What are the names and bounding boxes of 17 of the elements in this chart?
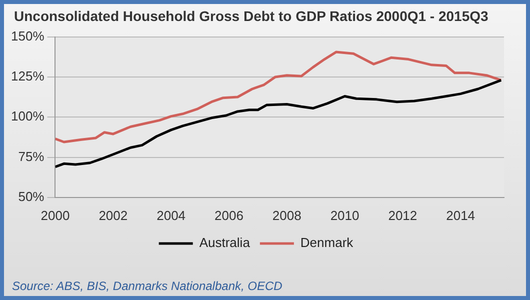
y-tick-label: 125% (11, 68, 45, 84)
x-tick-label: 2000 (40, 208, 70, 223)
x-tick-label: 2002 (98, 208, 128, 223)
y-tick-label: 150% (11, 28, 45, 44)
chart-title: Unconsolidated Household Gross Debt to GDP Ratios 2000Q1 - 2015Q3 (14, 8, 488, 24)
x-tick-label: 2006 (214, 208, 244, 223)
x-tick-label: 2004 (156, 208, 186, 223)
y-tick-label: 100% (11, 108, 45, 124)
x-tick-label: 2014 (446, 208, 476, 223)
x-tick-label: 2010 (330, 208, 360, 223)
x-tick-label: 2008 (272, 208, 302, 223)
y-tick-label: 75% (18, 148, 45, 164)
x-tick-label: 2012 (388, 208, 418, 223)
legend-label: Denmark (300, 235, 354, 250)
legend-label: Australia (199, 235, 251, 250)
y-tick-label: 50% (18, 188, 45, 204)
source-note: Source: ABS, BIS, Danmarks Nationalbank, OECD (12, 279, 282, 293)
